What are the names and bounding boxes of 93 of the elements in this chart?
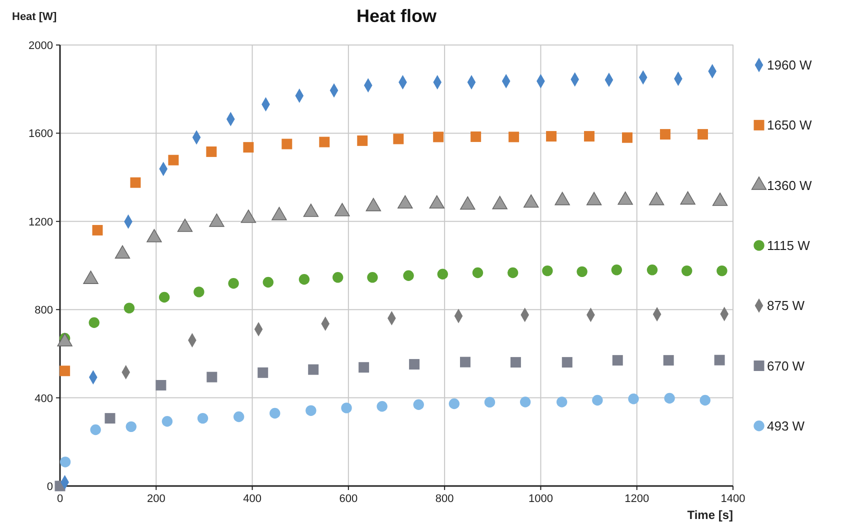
point bbox=[298, 274, 310, 285]
x-tick-label: 200 bbox=[146, 493, 166, 505]
y-tick-label: 1600 bbox=[28, 128, 53, 140]
point bbox=[508, 132, 520, 142]
point bbox=[646, 264, 658, 276]
point bbox=[484, 396, 496, 408]
legend-label: 1115 W bbox=[767, 238, 811, 253]
point bbox=[92, 224, 103, 236]
point bbox=[126, 421, 136, 432]
point bbox=[197, 412, 208, 424]
point bbox=[542, 265, 553, 276]
point bbox=[130, 177, 141, 188]
y-tick-label: 800 bbox=[34, 304, 53, 317]
x-tick-label: 400 bbox=[243, 493, 262, 505]
point bbox=[520, 396, 531, 408]
point bbox=[194, 286, 204, 298]
point bbox=[88, 317, 100, 328]
point bbox=[433, 132, 444, 142]
point bbox=[376, 401, 388, 412]
point bbox=[306, 405, 316, 416]
x-tick-label: 0 bbox=[56, 493, 64, 505]
legend-label: 670 W bbox=[767, 358, 806, 374]
point bbox=[592, 394, 603, 406]
point bbox=[308, 364, 319, 375]
point bbox=[413, 399, 424, 410]
point bbox=[357, 135, 368, 146]
point bbox=[319, 136, 330, 148]
point bbox=[510, 357, 521, 368]
x-tick-label: 600 bbox=[339, 493, 358, 505]
point bbox=[546, 131, 557, 142]
point bbox=[243, 142, 254, 153]
point bbox=[562, 357, 572, 368]
point bbox=[367, 272, 378, 283]
point bbox=[206, 146, 217, 157]
point bbox=[341, 402, 352, 414]
point bbox=[664, 392, 675, 404]
point bbox=[622, 132, 632, 143]
point bbox=[697, 129, 708, 140]
point bbox=[393, 134, 404, 144]
point bbox=[162, 416, 173, 427]
point bbox=[716, 265, 728, 276]
point bbox=[60, 366, 70, 376]
point bbox=[437, 268, 448, 280]
legend-label: 1650 W bbox=[767, 118, 813, 133]
legend-label: 1960 W bbox=[767, 58, 813, 72]
point bbox=[228, 278, 239, 289]
point bbox=[470, 131, 482, 142]
chart-title: Heat flow bbox=[356, 6, 438, 26]
point bbox=[409, 359, 420, 370]
y-tick-label: 2000 bbox=[28, 40, 53, 52]
legend-label: 1360 W bbox=[767, 178, 813, 193]
point bbox=[168, 154, 179, 166]
point bbox=[60, 456, 71, 468]
point bbox=[714, 354, 725, 366]
point bbox=[584, 131, 595, 142]
point bbox=[104, 413, 116, 424]
point bbox=[700, 394, 710, 406]
point bbox=[258, 367, 268, 378]
point bbox=[660, 129, 670, 140]
point bbox=[472, 267, 484, 278]
y-tick-label: 400 bbox=[34, 392, 53, 405]
point bbox=[611, 264, 622, 276]
point bbox=[628, 394, 639, 404]
x-tick-label: 1200 bbox=[624, 493, 650, 505]
point bbox=[556, 396, 568, 408]
point bbox=[332, 272, 344, 283]
y-tick-label: 0 bbox=[46, 481, 53, 493]
point bbox=[233, 411, 244, 422]
point bbox=[612, 355, 623, 366]
point bbox=[663, 355, 674, 366]
point bbox=[507, 267, 518, 278]
point bbox=[576, 266, 588, 278]
point bbox=[156, 380, 166, 390]
x-tick-label: 800 bbox=[435, 493, 454, 505]
point bbox=[206, 372, 218, 382]
point bbox=[460, 356, 470, 368]
point bbox=[262, 276, 274, 288]
x-tick-label: 1400 bbox=[720, 493, 746, 505]
legend-label: 875 W bbox=[767, 298, 806, 314]
point bbox=[270, 408, 280, 419]
legend-label: 493 W bbox=[767, 418, 806, 434]
point bbox=[358, 362, 370, 373]
y-tick-label: 1200 bbox=[28, 216, 53, 228]
point bbox=[124, 302, 135, 314]
point bbox=[682, 265, 692, 276]
x-tick-label: 1000 bbox=[528, 493, 553, 505]
point bbox=[448, 398, 460, 410]
point bbox=[403, 270, 414, 281]
point bbox=[90, 424, 101, 436]
y-axis-title: Heat [W] bbox=[12, 11, 57, 23]
point bbox=[282, 138, 292, 150]
point bbox=[158, 292, 170, 303]
x-axis-title: Time [s] bbox=[687, 508, 733, 522]
